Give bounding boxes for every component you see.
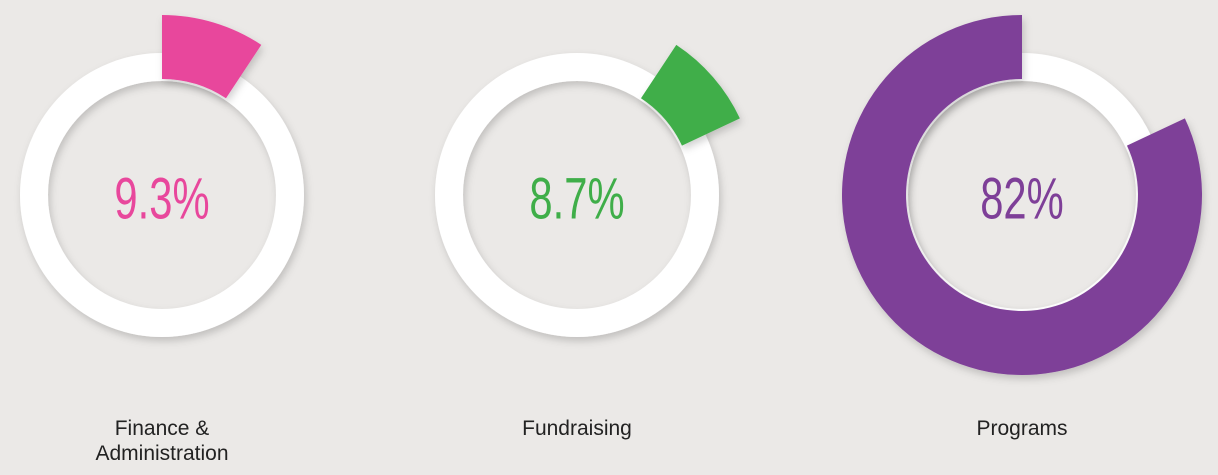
segment	[162, 15, 262, 99]
category-label: Finance & Administration	[95, 417, 229, 465]
value-label: 82%	[980, 166, 1064, 231]
category-label: Fundraising	[522, 417, 632, 440]
segment	[640, 44, 740, 146]
segment	[842, 15, 1203, 375]
value-label: 8.7%	[529, 166, 624, 231]
category-label: Programs	[976, 417, 1068, 440]
value-label: 9.3%	[114, 166, 209, 231]
track	[435, 53, 719, 337]
